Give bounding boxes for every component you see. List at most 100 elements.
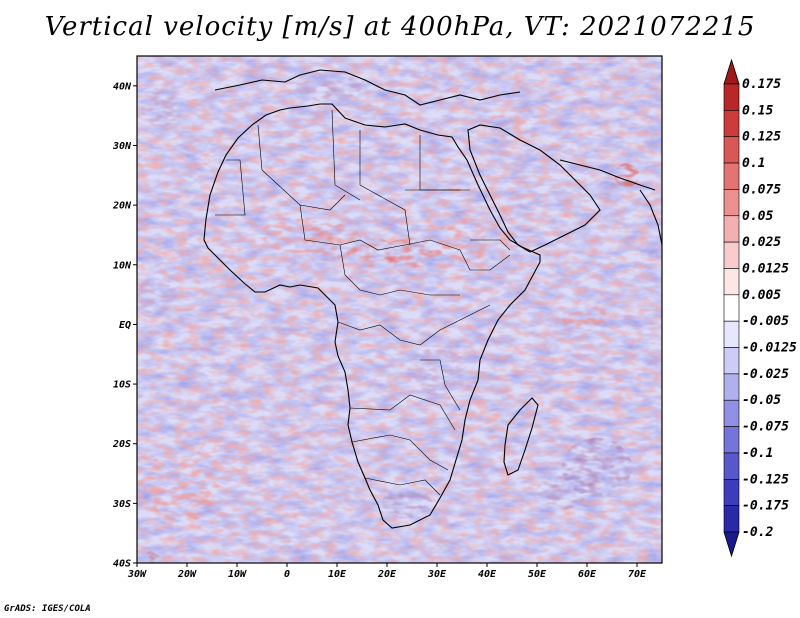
field-anomaly [614, 163, 640, 188]
field-anomaly [382, 237, 442, 268]
lon-tick-label: 20W [177, 569, 197, 580]
colorbar-max-arrow [723, 58, 740, 85]
lon-tick-label: 50E [528, 569, 547, 580]
border-line [351, 434, 449, 471]
lat-tick-label: EQ [119, 320, 131, 331]
border-line [349, 394, 456, 431]
border-line [420, 359, 461, 411]
colorbar-label: -0.025 [742, 367, 789, 382]
lat-tick-label: 10N [113, 260, 132, 271]
field-anomaly [382, 488, 432, 519]
colorbar-swatch [723, 347, 740, 375]
colorbar-swatch [723, 215, 740, 243]
field-anomaly [144, 551, 160, 563]
colorbar-label: 0.15 [742, 103, 773, 118]
madagascar-coastline [503, 397, 539, 476]
field-anomaly [407, 348, 467, 396]
colorbar-swatch [723, 110, 740, 138]
colorbar-label: 0.075 [742, 182, 781, 197]
lat-tick-label: 30N [112, 141, 132, 152]
lat-tick-label: 20N [112, 201, 132, 212]
field-anomaly [137, 276, 177, 313]
lon-tick-label: 10W [228, 569, 247, 580]
colorbar-label: 0.0125 [742, 261, 789, 276]
field-anomaly [437, 217, 487, 265]
colorbar-label: 0.175 [742, 77, 781, 92]
lat-tick-label: 10S [113, 380, 131, 391]
lon-tick-label: 30E [427, 569, 447, 580]
velocity-field [137, 56, 662, 563]
border-line [359, 130, 411, 246]
colorbar-swatch [723, 452, 740, 480]
arabia-coastline [467, 124, 601, 253]
africa-coastline [203, 103, 541, 529]
colorbar-swatch [723, 189, 740, 217]
field-anomaly [292, 70, 362, 101]
lon-tick-label: 40E [478, 569, 497, 580]
colorbar-swatch [723, 478, 740, 506]
colorbar-swatch [723, 83, 740, 111]
field-anomaly [487, 187, 517, 247]
lat-tick-label: 40S [113, 559, 131, 570]
border-line [215, 159, 246, 216]
lat-axis: 40N 30N 20N 10N EQ 10S 20S 30S 40S [112, 81, 137, 570]
colorbar-swatch [723, 268, 740, 296]
colorbar-label: 0.025 [742, 235, 781, 250]
colorbar-label: 0.005 [742, 288, 781, 303]
colorbar-label: -0.05 [742, 393, 781, 408]
lat-tick-label: 20S [112, 439, 131, 450]
field-anomaly [487, 109, 537, 146]
lon-tick-label: 10E [328, 569, 347, 580]
field-anomaly [152, 485, 222, 522]
border-line [331, 109, 361, 201]
lon-tick-label: 0 [284, 569, 290, 580]
colorbar-swatch [723, 241, 740, 269]
colorbar-swatch [723, 426, 740, 454]
border-line [459, 249, 511, 271]
colorbar-swatch [723, 505, 740, 533]
lat-tick-label: 40N [113, 81, 132, 92]
coastlines [203, 69, 662, 529]
colorbar-label: -0.0125 [742, 341, 797, 356]
lon-tick-label: 70E [628, 569, 647, 580]
colorbar-label: -0.075 [742, 420, 789, 435]
colorbar-swatch [723, 136, 740, 164]
lon-tick-label: 60E [578, 569, 597, 580]
field-anomalies [137, 70, 640, 563]
field-anomaly [142, 91, 182, 128]
colorbar-swatch [723, 162, 740, 190]
colorbar-swatch [723, 320, 740, 348]
plot-frame [136, 55, 663, 564]
colorbar-label: 0.125 [742, 130, 781, 145]
border-line [339, 244, 460, 296]
field-anomaly [152, 234, 242, 271]
credit-text: GrADS: IGES/COLA [4, 604, 91, 614]
europe-coastline [214, 69, 521, 106]
border-line [299, 204, 461, 251]
border-line [470, 239, 511, 251]
colorbar-min-arrow [723, 531, 740, 558]
colorbar-label: -0.1 [742, 446, 773, 461]
border-line [337, 304, 491, 346]
colorbar-label: -0.175 [742, 499, 789, 514]
border-line [364, 477, 441, 496]
field-anomaly [137, 139, 167, 176]
field-anomaly [537, 473, 587, 510]
lon-tick-label: 30W [127, 569, 147, 580]
colorbar-label: -0.005 [742, 314, 789, 329]
colorbar-label: 0.05 [742, 209, 773, 224]
field-anomaly [197, 437, 257, 474]
colorbar-swatch [723, 294, 740, 322]
lon-tick-label: 20E [377, 569, 397, 580]
colorbar-swatch [723, 399, 740, 427]
colorbar-label: 0.1 [742, 156, 765, 171]
colorbar: 0.175 0.15 0.125 0.1 0.075 0.05 0.025 0.0125 0.0… [723, 58, 797, 558]
colorbar-swatch [723, 373, 740, 401]
lat-tick-label: 30S [112, 499, 131, 510]
field-anomaly [347, 237, 397, 268]
chart-title: Vertical velocity [m/s] at 400hPa, VT: 2… [44, 12, 756, 42]
field-anomaly [302, 223, 362, 259]
colorbar-label: -0.2 [742, 525, 773, 540]
country-borders [215, 109, 511, 496]
